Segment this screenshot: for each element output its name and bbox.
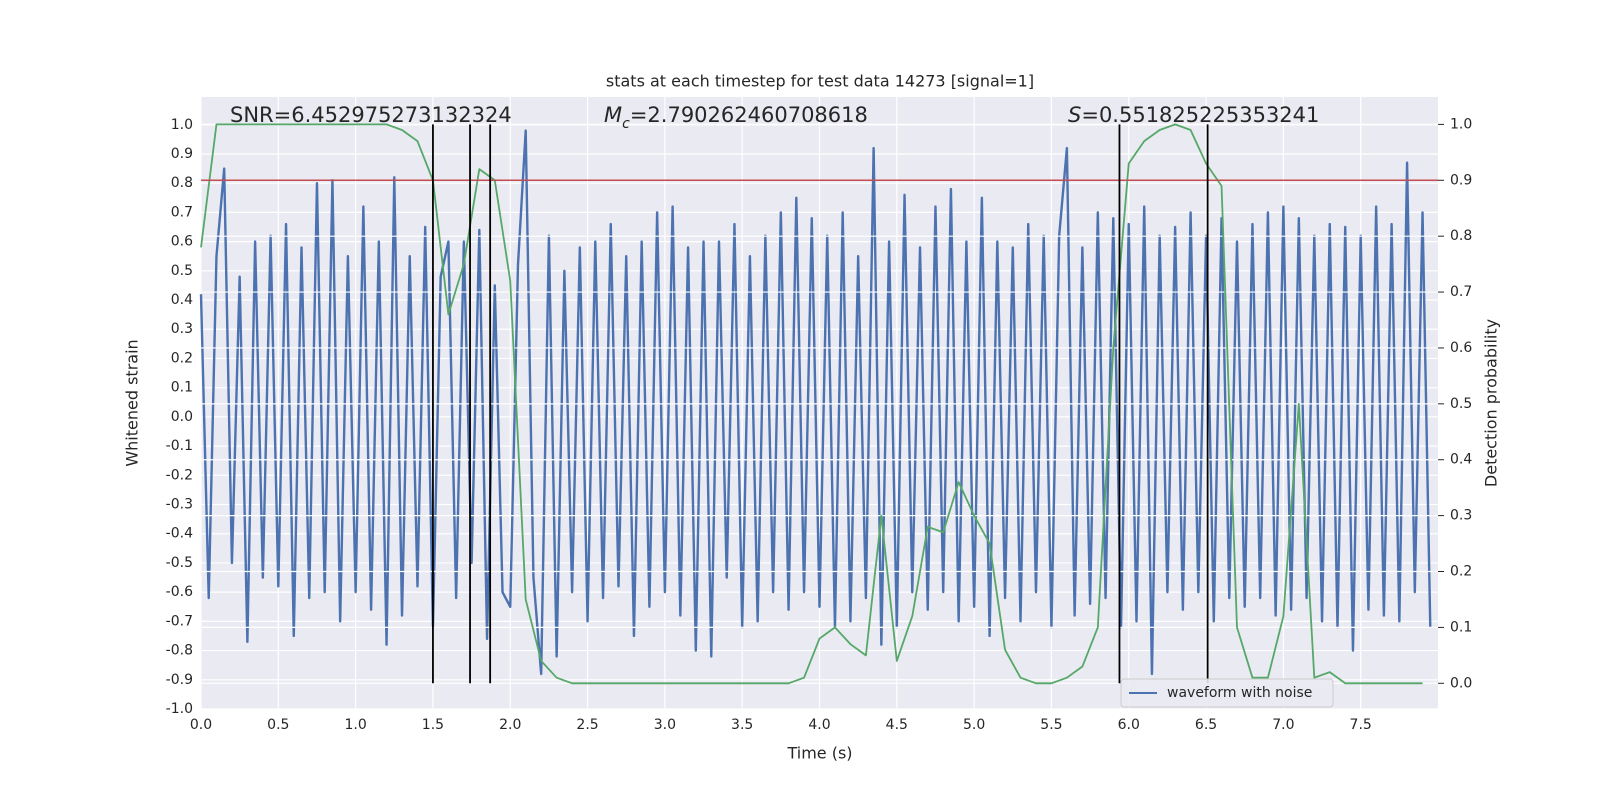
y2-tick-label: 0.0	[1450, 675, 1472, 691]
y-tick-label: -0.5	[166, 555, 193, 571]
y2-tick-label: 0.6	[1450, 340, 1472, 356]
y2-tick-label: 1.0	[1450, 116, 1472, 132]
annotation-subscript: c	[622, 116, 630, 132]
y-tick-label: -0.4	[166, 526, 193, 542]
y-tick-label: -0.3	[166, 497, 193, 513]
x-tick-label: 4.0	[808, 717, 830, 733]
y-tick-label: 0.5	[171, 263, 193, 279]
x-tick-label: 6.0	[1118, 717, 1140, 733]
y-tick-label: 0.1	[171, 380, 193, 396]
x-tick-label: 7.0	[1272, 717, 1294, 733]
annotation: S=0.551825225353241	[1068, 103, 1319, 127]
x-tick-label: 0.0	[190, 717, 212, 733]
legend-box	[1120, 678, 1334, 708]
y-tick-label: 0.4	[171, 292, 193, 308]
y-tick-label: 0.2	[171, 350, 193, 366]
y2-tick-label: 0.9	[1450, 172, 1472, 188]
y2-tick-label: 0.7	[1450, 284, 1472, 300]
annotation-symbol: M	[604, 103, 622, 127]
annotation: SNR=6.452975273132324	[230, 103, 512, 127]
y-tick-label: -0.2	[166, 467, 193, 483]
x-tick-label: 4.5	[886, 717, 908, 733]
y-tick-label: 0.6	[171, 234, 193, 250]
x-axis-label: Time (s)	[786, 744, 852, 763]
y2-tick-label: 0.2	[1450, 564, 1472, 580]
x-tick-label: 6.5	[1195, 717, 1217, 733]
y-tick-label: -0.6	[166, 584, 193, 600]
y2-tick-label: 0.4	[1450, 452, 1472, 468]
x-tick-label: 3.5	[731, 717, 753, 733]
y-tick-label: -1.0	[166, 701, 193, 717]
annotation-text: SNR=6.452975273132324	[230, 103, 512, 127]
series-line	[199, 129, 1432, 676]
y2-axis-label: Detection probability	[1482, 319, 1501, 487]
y2-tick-label: 0.5	[1450, 396, 1472, 412]
over-layer	[200, 123, 1438, 685]
y-tick-label: -0.1	[166, 438, 193, 454]
y2-tick-label: 0.1	[1450, 619, 1472, 635]
y-tick-label: -0.7	[166, 613, 193, 629]
x-tick-label: 0.5	[267, 717, 289, 733]
chart-title: stats at each timestep for test data 142…	[606, 72, 1034, 91]
x-tick-label: 5.0	[963, 717, 985, 733]
y-tick-label: 0.3	[171, 321, 193, 337]
x-tick-label: 1.5	[422, 717, 444, 733]
annotation-symbol: S	[1068, 103, 1081, 127]
x-tick-label: 5.5	[1040, 717, 1062, 733]
y-tick-label: 1.0	[171, 117, 193, 133]
y-tick-label: 0.7	[171, 204, 193, 220]
annotation: Mc=2.790262460708618	[604, 103, 868, 132]
y-tick-label: -0.9	[166, 672, 193, 688]
y-tick-label: -0.8	[166, 643, 193, 659]
x-tick-label: 7.5	[1350, 717, 1372, 733]
y-tick-label: 0.9	[171, 146, 193, 162]
under-layer	[199, 97, 1438, 710]
x-tick-label: 1.0	[344, 717, 366, 733]
y2-tick-label: 0.8	[1450, 228, 1472, 244]
y-tick-label: 0.8	[171, 175, 193, 191]
x-tick-label: 3.0	[654, 717, 676, 733]
y-tick-label: 0.0	[171, 409, 193, 425]
x-tick-label: 2.5	[576, 717, 598, 733]
y-axis-label: Whitened strain	[123, 339, 142, 466]
x-tick-label: 2.0	[499, 717, 521, 733]
annotation-text: =2.790262460708618	[630, 103, 868, 127]
series-line	[200, 123, 1423, 685]
y2-tick-label: 0.3	[1450, 508, 1472, 524]
legend-label: waveform with noise	[1167, 685, 1312, 701]
annotation-text: =0.551825225353241	[1081, 103, 1319, 127]
